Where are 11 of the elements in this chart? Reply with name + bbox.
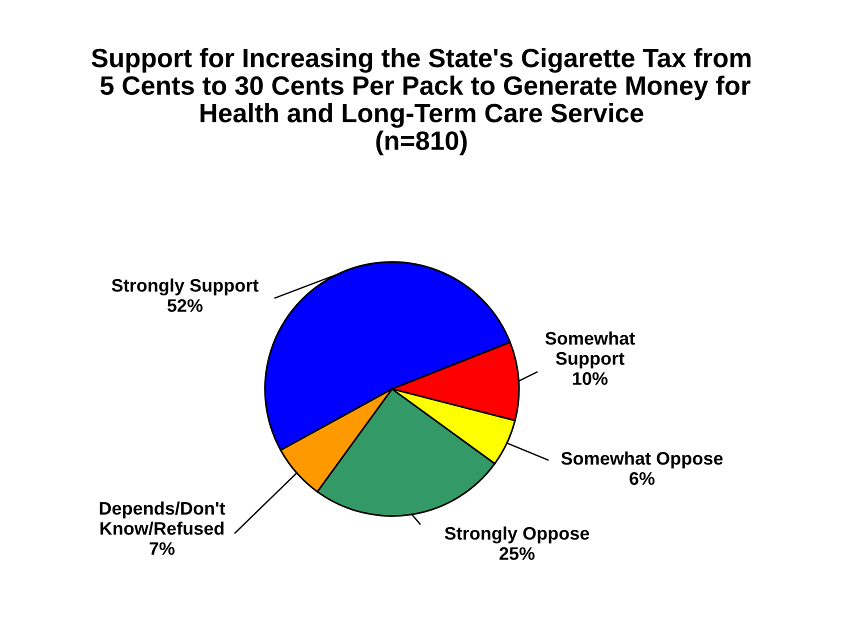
slice-label: Somewhat Support	[545, 331, 635, 368]
data-label: 10%	[573, 372, 608, 385]
data-label: 25%	[500, 547, 535, 560]
slice-label: Somewhat Oppose	[561, 452, 723, 468]
data-label: 7%	[150, 542, 175, 555]
data-label: 6%	[630, 472, 655, 485]
chart-title: Support for Increasing the State's Cigarette Tax from 5 Cents to 30 Cents Per Pack to Generate Money for Health and Long-Term Care Service (n=810)	[92, 48, 751, 156]
slice-label: Depends/Don't Know/Refused	[100, 501, 226, 536]
slice-label: Strongly Support	[112, 278, 259, 296]
data-label: 52%	[167, 299, 203, 312]
slice-label: Strongly Oppose	[444, 526, 590, 544]
